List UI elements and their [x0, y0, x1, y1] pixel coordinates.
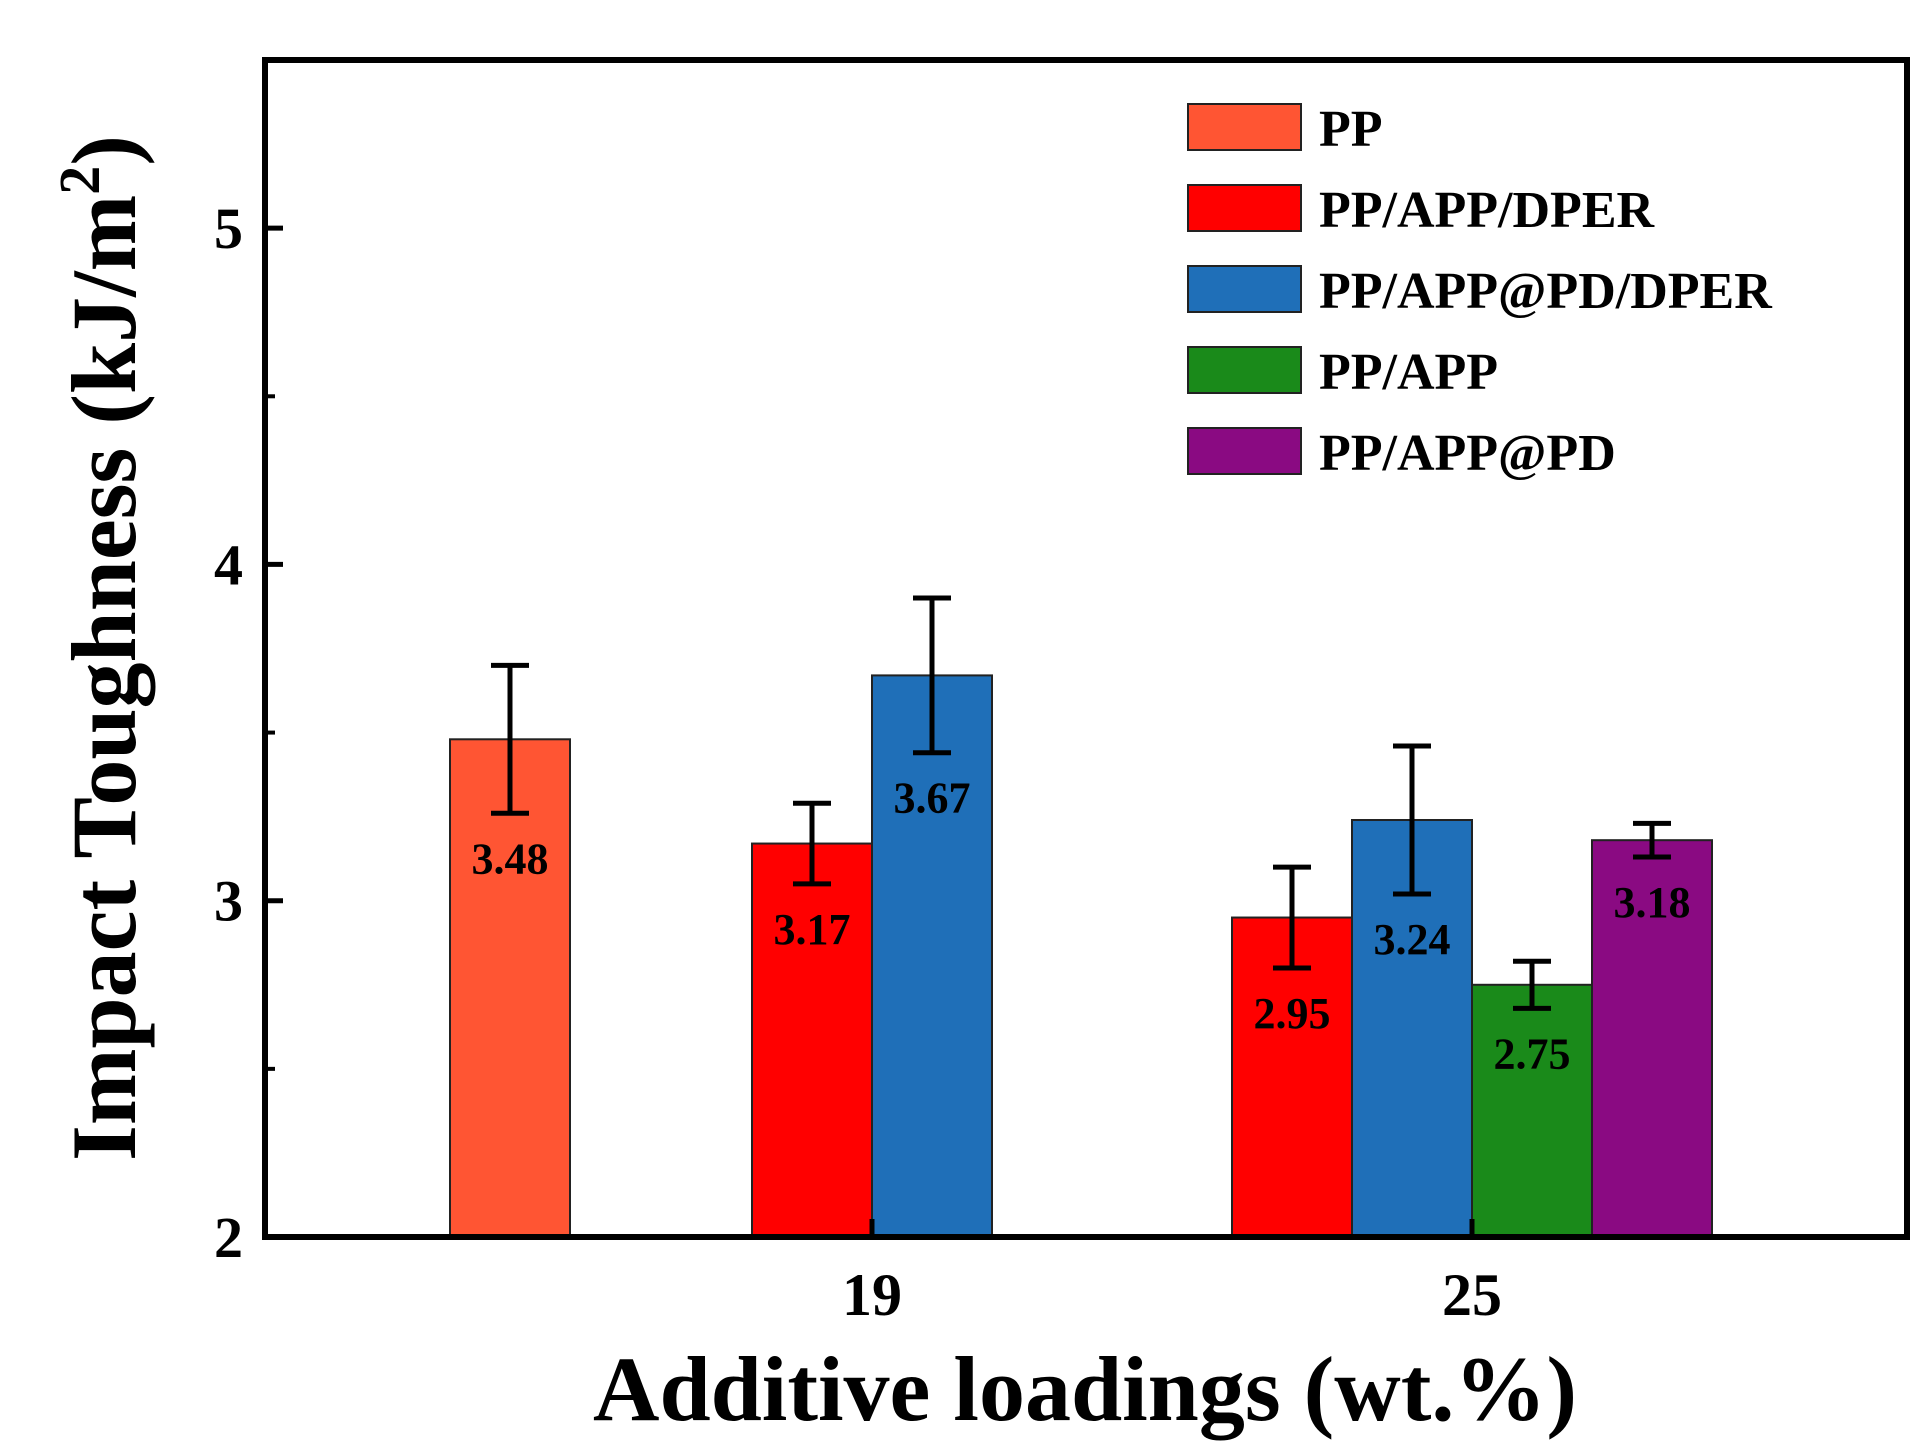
- error-bar-25-pp-app-at-pd-dper: [1393, 743, 1431, 897]
- legend-item-pp-app-at-pd-dper: PP/APP@PD/DPER: [1187, 263, 1773, 320]
- legend-item-pp-app: PP/APP: [1187, 344, 1498, 401]
- error-bar-25-pp-app: [1513, 958, 1551, 1011]
- legend-swatch-pp-app-at-pd-dper: [1187, 265, 1302, 313]
- data-label-25-pp-app-at-pd-dper: 3.24: [1374, 915, 1451, 964]
- data-label-reference-pp: 3.48: [472, 834, 549, 883]
- y-tick-label-3: 3: [214, 869, 243, 934]
- x-axis: 19 25: [842, 1219, 1502, 1328]
- legend-swatch-pp-app: [1187, 346, 1302, 394]
- legend-label-pp-app-dper: PP/APP/DPER: [1319, 182, 1656, 239]
- y-tick-label-5: 5: [214, 196, 243, 261]
- y-axis-title-close: ): [53, 135, 155, 166]
- y-tick-label-2: 2: [214, 1205, 243, 1270]
- legend-item-pp-app-dper: PP/APP/DPER: [1187, 182, 1656, 239]
- bars-layer: [449, 674, 1713, 1239]
- error-bar-19-pp-app-at-pd-dper: [913, 595, 951, 756]
- errorbars-layer: [491, 595, 1671, 1011]
- bar-25-pp-app: [1471, 983, 1593, 1238]
- plot-frame: [262, 57, 1910, 1240]
- legend-label-pp-app: PP/APP: [1319, 344, 1498, 401]
- data-label-25-pp-app: 2.75: [1494, 1029, 1571, 1078]
- legend-label-pp: PP: [1319, 101, 1383, 158]
- bar-reference-pp: [449, 738, 571, 1238]
- data-label-25-pp-app-dper: 2.95: [1254, 989, 1331, 1038]
- bar-19-pp-app-at-pd-dper: [871, 674, 993, 1238]
- x-tick-label-25: 25: [1442, 1262, 1502, 1328]
- bar-25-pp-app-dper: [1231, 916, 1353, 1238]
- bar-19-pp-app-dper: [751, 842, 873, 1238]
- error-bar-25-pp-app-at-pd: [1633, 820, 1671, 860]
- data-label-19-pp-app-dper: 3.17: [774, 905, 851, 954]
- legend-swatch-pp-app-at-pd: [1187, 427, 1302, 475]
- bar-25-pp-app-at-pd: [1591, 839, 1713, 1238]
- error-bar-reference-pp: [491, 662, 529, 816]
- error-bar-25-pp-app-dper: [1273, 864, 1311, 971]
- data-label-19-pp-app-at-pd-dper: 3.67: [894, 774, 971, 823]
- y-axis: 2 3 4 5: [214, 196, 283, 1270]
- x-tick-label-19: 19: [842, 1262, 902, 1328]
- y-axis-title-main: Impact Toughness (kJ/m: [53, 195, 155, 1161]
- y-axis-title: Impact Toughness (kJ/m2): [47, 135, 155, 1161]
- x-axis-title: Additive loadings (wt.%): [593, 1338, 1577, 1440]
- legend: PP PP/APP/DPER PP/APP@PD/DPER PP/APP PP/APP@…: [1187, 101, 1773, 482]
- legend-item-pp-app-at-pd: PP/APP@PD: [1187, 425, 1616, 482]
- data-label-25-pp-app-at-pd: 3.18: [1614, 878, 1691, 927]
- legend-swatch-pp: [1187, 103, 1302, 151]
- legend-swatch-pp-app-dper: [1187, 184, 1302, 232]
- y-axis-title-superscript: 2: [47, 166, 112, 195]
- data-labels-layer: 3.48 3.17 3.67 2.95 3.24 2.75 3.18: [472, 774, 1691, 1079]
- y-tick-label-4: 4: [214, 532, 243, 597]
- legend-label-pp-app-at-pd: PP/APP@PD: [1319, 425, 1616, 482]
- error-bar-19-pp-app-dper: [793, 800, 831, 887]
- legend-label-pp-app-at-pd-dper: PP/APP@PD/DPER: [1319, 263, 1773, 320]
- legend-item-pp: PP: [1187, 101, 1383, 158]
